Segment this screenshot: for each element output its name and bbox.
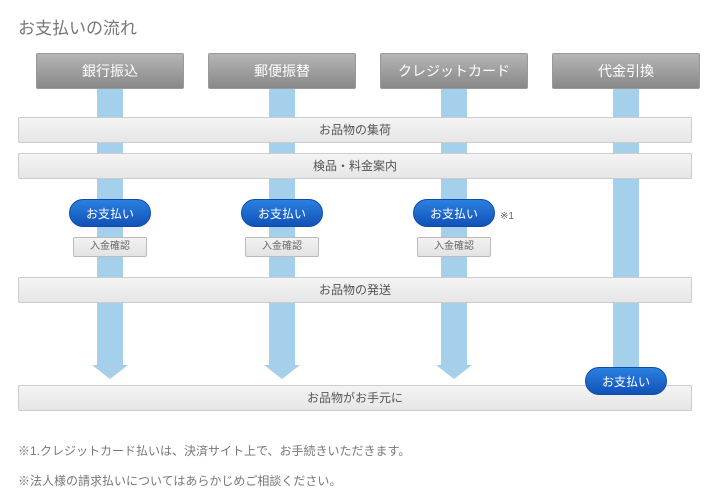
- page-title: お支払いの流れ: [18, 14, 692, 39]
- payment-oval: お支払い: [585, 367, 667, 395]
- step-band-pickup: お品物の集荷: [18, 117, 692, 143]
- flow-diagram: 銀行振込 郵便振替 クレジットカード 代金引換 お品物の集荷 検品・料金案内 お…: [18, 53, 692, 433]
- flow-arrow-head: [436, 365, 472, 379]
- footnote: ※法人様の請求払いについてはあらかじめご相談ください。: [18, 471, 692, 493]
- footnote: ※1.クレジットカード払いは、決済サイト上で、お手続きいただきます。: [18, 441, 692, 463]
- note-marker: ※1: [500, 211, 514, 222]
- confirm-box: 入金確認: [245, 237, 319, 257]
- step-band-ship: お品物の発送: [18, 277, 692, 303]
- payment-oval: お支払い: [413, 199, 495, 227]
- payment-oval: お支払い: [69, 199, 151, 227]
- payment-method-box: クレジットカード: [380, 53, 528, 89]
- confirm-box: 入金確認: [417, 237, 491, 257]
- payment-method-box: 銀行振込: [36, 53, 184, 89]
- flow-arrow-head: [264, 365, 300, 379]
- confirm-box: 入金確認: [73, 237, 147, 257]
- payment-method-box: 代金引換: [552, 53, 700, 89]
- step-band-inspect: 検品・料金案内: [18, 153, 692, 179]
- payment-oval: お支払い: [241, 199, 323, 227]
- flow-arrow-head: [92, 365, 128, 379]
- payment-method-box: 郵便振替: [208, 53, 356, 89]
